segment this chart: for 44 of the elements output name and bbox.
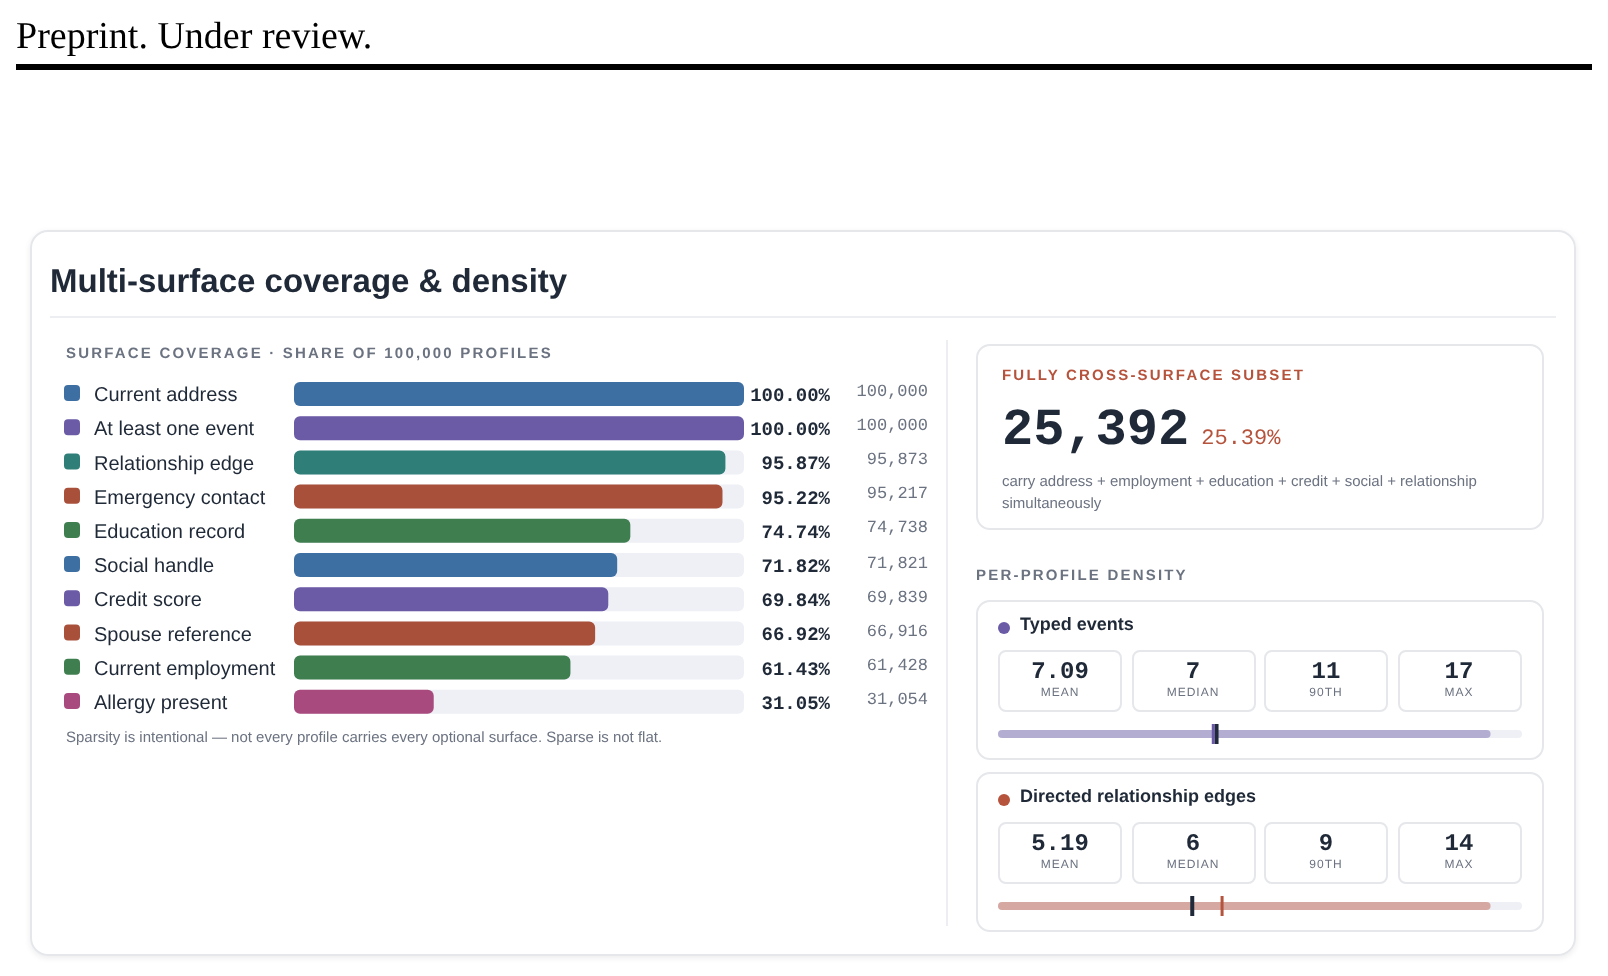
y-tick-label: Spouse reference [94,623,253,646]
data-label: 14 [1442,830,1476,858]
y-tick-label: At least one event [94,418,255,441]
y-tick-label: Current employment [94,657,276,680]
data-label: 9 [1316,830,1336,858]
text: 25,392 [1002,400,1190,460]
text: 95,873 [864,448,928,473]
data-label: 95.87% [761,452,831,475]
text: 25.39% [1201,428,1281,452]
text: 100,000 [854,380,928,405]
text: 100,000 [854,414,928,439]
text: Preprint. Under review. [16,16,373,60]
y-tick-label: Current address [94,384,238,407]
y-tick-label: Allergy present [94,691,228,714]
text: 95,217 [864,482,928,507]
data-label: 61.43% [761,657,831,680]
text: 31,054 [864,687,928,712]
data-label: 11 [1309,658,1343,686]
data-label: 17 [1442,658,1476,686]
data-label: 69.84% [761,589,831,612]
y-tick-label: Relationship edge [94,452,255,475]
data-label: 74.74% [761,520,831,543]
legend-label: Typed events [1020,614,1134,634]
text: 74,738 [864,516,928,541]
data-label: 66.92% [761,623,831,646]
y-tick-label: Credit score [94,589,203,612]
legend-label: Directed relationship edges [1020,786,1257,806]
text: 69,839 [864,585,928,610]
data-label: 71.82% [761,555,831,577]
text: 71,821 [864,551,928,576]
text: 61,428 [864,653,928,678]
data-label: 7 [1183,658,1203,686]
text: 66,916 [864,619,928,644]
data-label: 100.00% [750,384,831,406]
data-label: 6 [1183,830,1203,858]
data-label: 95.22% [761,486,831,509]
chart-title: Multi-surface coverage & density [50,264,568,302]
y-tick-label: Social handle [94,555,215,578]
data-label: 7.09 [1029,658,1091,686]
data-label: 31.05% [761,691,831,714]
data-label: 5.19 [1029,830,1091,858]
y-tick-label: Education record [94,520,246,543]
data-label: 100.00% [750,418,831,441]
y-tick-label: Emergency contact [94,486,266,509]
